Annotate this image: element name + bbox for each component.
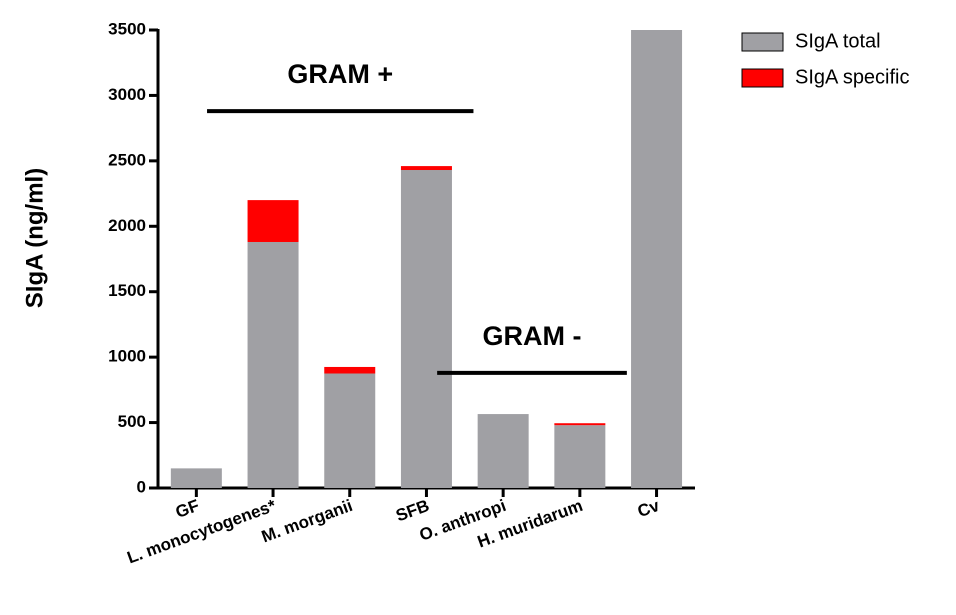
bar-segment — [477, 414, 529, 488]
y-tick-label: 2500 — [108, 150, 146, 169]
y-tick-label: 2000 — [108, 216, 146, 235]
legend-label: SIgA total — [795, 30, 881, 52]
annotations: GRAM + GRAM - — [207, 59, 627, 375]
y-tick-label: 1500 — [108, 281, 146, 300]
bars — [170, 30, 683, 488]
x-tick-label: SFB — [393, 496, 431, 525]
legend-swatch — [741, 68, 784, 88]
bar-segment — [324, 373, 376, 488]
bar-segment — [631, 30, 683, 488]
x-tick-label: L. monocytogenes* — [125, 496, 279, 568]
bar-segment — [247, 241, 299, 488]
y-tick-label: 0 — [137, 477, 146, 496]
y-tick-label: 500 — [118, 412, 146, 431]
group-label: GRAM + — [287, 59, 393, 89]
y-axis-title: SIgA (ng/ml) — [21, 168, 48, 308]
group-label: GRAM - — [483, 321, 582, 351]
bar-segment — [554, 425, 606, 488]
legend: SIgA total SIgA specific — [741, 30, 910, 88]
bar-segment — [324, 366, 376, 374]
bar-segment — [170, 468, 222, 488]
y-tick-label: 1000 — [108, 347, 146, 366]
y-axis: 0 500 1000 1500 2000 2500 3000 3500 — [108, 19, 160, 496]
bar-segment — [400, 166, 452, 171]
y-tick-label: 3500 — [108, 19, 146, 38]
bar-segment — [400, 170, 452, 488]
x-tick-label: GF — [173, 496, 202, 522]
y-tick-label: 3000 — [108, 85, 146, 104]
bar-segment — [247, 200, 299, 242]
legend-label: SIgA specific — [795, 66, 910, 88]
bar-segment — [554, 423, 606, 426]
legend-swatch — [741, 32, 784, 52]
x-tick-label: Cv — [635, 496, 662, 521]
